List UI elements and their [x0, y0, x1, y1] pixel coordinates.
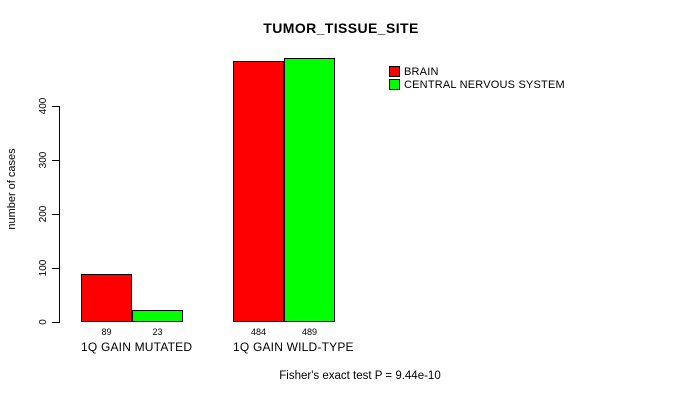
- y-tick-label: 100: [38, 259, 49, 277]
- category-label: 1Q GAIN WILD-TYPE: [233, 340, 354, 354]
- legend-swatch-icon: [389, 79, 400, 90]
- legend-row: CENTRAL NERVOUS SYSTEM: [389, 78, 565, 91]
- y-tick-label: 0: [38, 319, 49, 325]
- legend-label: BRAIN: [404, 65, 439, 78]
- legend-label: CENTRAL NERVOUS SYSTEM: [404, 78, 565, 91]
- bar-central-nervous-system: [284, 58, 335, 322]
- y-tick-mark: [52, 106, 59, 107]
- y-tick-label: 400: [38, 97, 49, 115]
- bar-value-label: 484: [250, 327, 267, 337]
- y-tick-label: 300: [38, 151, 49, 169]
- category-label: 1Q GAIN MUTATED: [81, 340, 193, 354]
- bar-central-nervous-system: [132, 310, 183, 322]
- bar-value-label: 89: [101, 327, 112, 337]
- y-axis-line: [59, 106, 60, 323]
- stat-annotation: Fisher's exact test P = 9.44e-10: [279, 370, 441, 382]
- legend-row: BRAIN: [389, 65, 565, 78]
- legend: BRAIN CENTRAL NERVOUS SYSTEM: [389, 66, 565, 92]
- chart-title: TUMOR_TISSUE_SITE: [263, 20, 419, 36]
- y-tick-mark: [52, 160, 59, 161]
- legend-swatch-icon: [389, 66, 400, 77]
- y-tick-label: 200: [38, 205, 49, 223]
- bar-value-label: 23: [152, 327, 163, 337]
- y-axis-label: number of cases: [6, 148, 18, 230]
- y-tick-mark: [52, 322, 59, 323]
- bar-value-label: 489: [301, 327, 318, 337]
- y-tick-mark: [52, 214, 59, 215]
- y-tick-mark: [52, 268, 59, 269]
- bar-brain: [233, 61, 284, 322]
- bar-brain: [81, 274, 132, 322]
